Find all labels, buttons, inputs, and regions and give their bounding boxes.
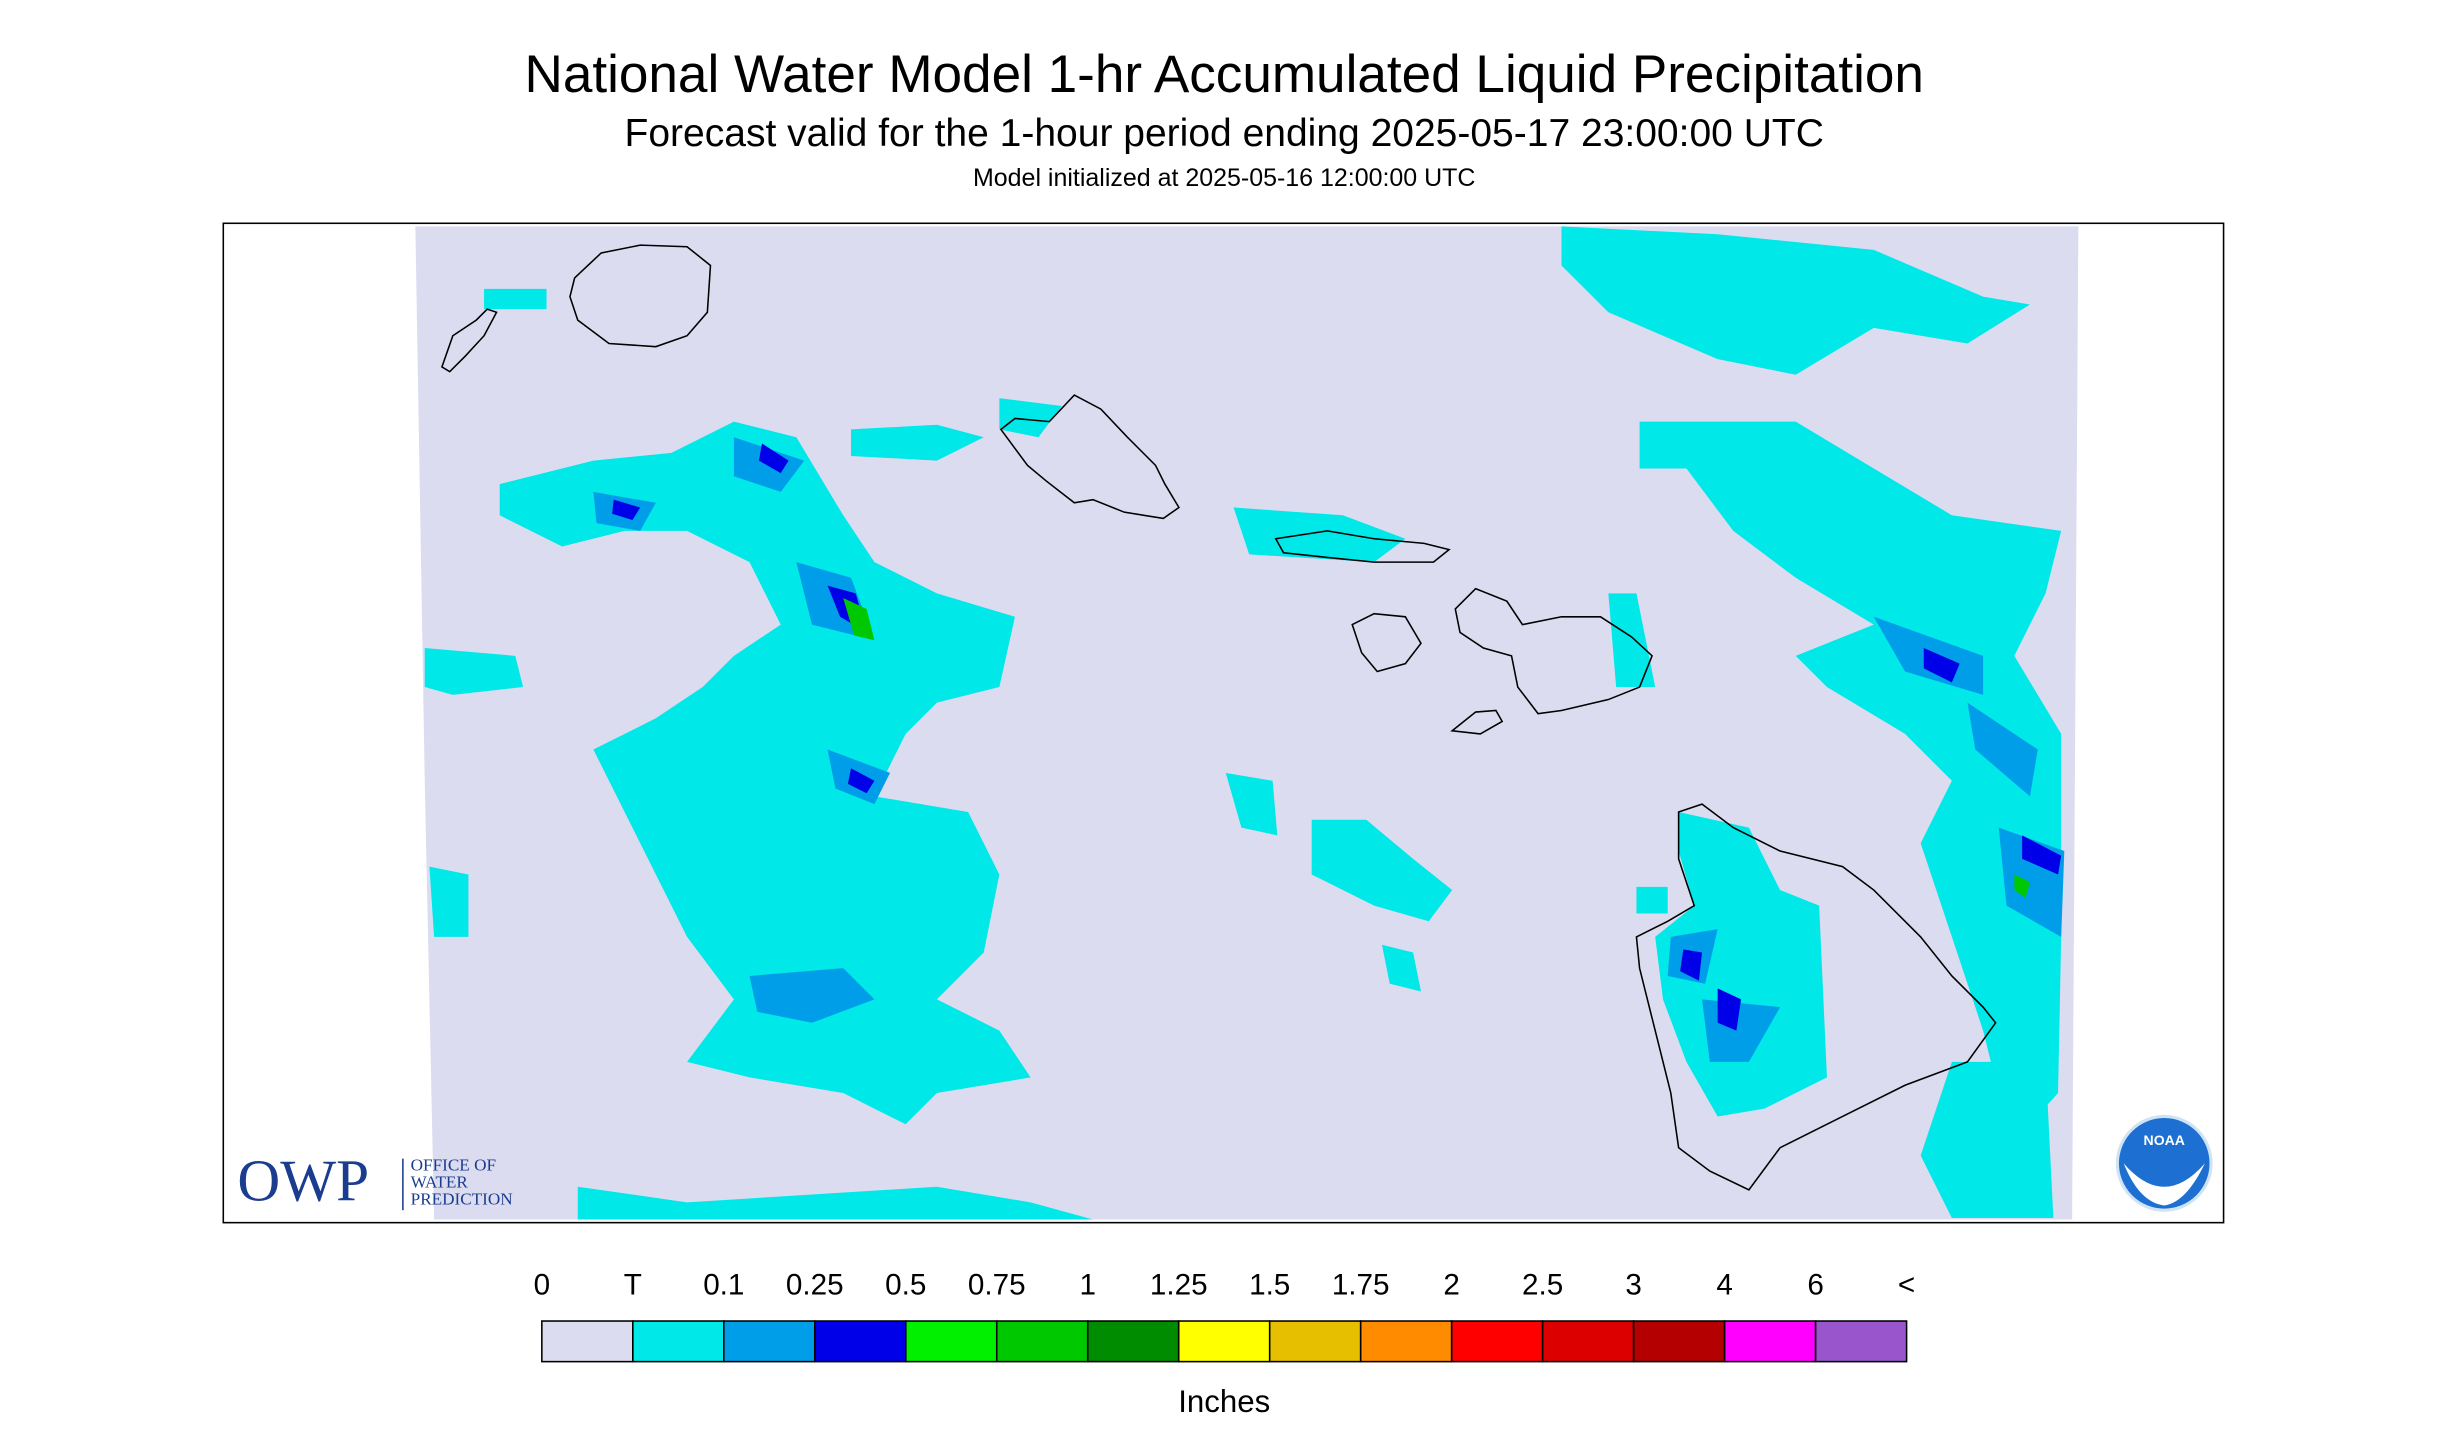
legend-label: 0.5 [885,1269,926,1302]
legend-swatch [904,1320,998,1363]
legend-label: 0.1 [703,1269,744,1302]
legend-label: 3 [1625,1269,1642,1302]
legend: 0 T 0.1 0.25 0.5 0.75 1 1.25 1.5 1.75 2 2.5 3 4 6 < [534,1269,1915,1363]
legend-swatch [1723,1320,1817,1363]
legend-label: 1.75 [1332,1269,1390,1302]
noaa-logo: NOAA [2115,1114,2213,1212]
legend-swatch [995,1320,1089,1363]
legend-swatch [1177,1320,1271,1363]
legend-label: 6 [1807,1269,1824,1302]
legend-swatch [1359,1320,1453,1363]
subtitle: Forecast valid for the 1-hour period end… [625,112,1824,155]
owp-text: OWP [237,1147,369,1213]
legend-label: T [624,1269,642,1302]
owp-logo: OWP OFFICE OF WATER PREDICTION [237,1147,512,1213]
noaa-text: NOAA [2144,1132,2185,1148]
legend-swatch [723,1320,816,1363]
legend-swatch [1814,1320,1908,1363]
legend-swatch [541,1320,634,1363]
legend-label: 1.5 [1249,1269,1290,1302]
title: National Water Model 1-hr Accumulated Li… [525,45,1924,104]
owp-line: WATER [411,1173,469,1192]
content: National Water Model 1-hr Accumulated Li… [222,45,2225,1419]
legend-label: 0.25 [786,1269,844,1302]
legend-label: 4 [1716,1269,1733,1302]
legend-label: 0 [534,1269,551,1302]
legend-swatch [632,1320,725,1363]
precip [424,226,2065,1220]
legend-label: 2 [1443,1269,1460,1302]
owp-line: OFFICE OF [411,1155,496,1174]
init-time: Model initialized at 2025-05-16 12:00:00… [973,164,1475,192]
legend-swatch [1632,1320,1726,1363]
legend-swatch [1450,1320,1544,1363]
legend-swatch [1541,1320,1635,1363]
noaa-gull [2123,1163,2205,1206]
legend-swatch [1086,1320,1180,1363]
map: OWP OFFICE OF WATER PREDICTION NOAA [222,222,2225,1224]
legend-label: < [1898,1269,1915,1302]
legend-label: 1 [1079,1269,1096,1302]
islands [440,244,1997,1191]
legend-unit: Inches [1178,1384,1270,1419]
legend-swatch [1268,1320,1362,1363]
legend-label: 1.25 [1150,1269,1208,1302]
legend-label: 0.75 [968,1269,1026,1302]
legend-swatch [814,1320,907,1363]
owp-line: PREDICTION [411,1190,513,1209]
legend-label: 2.5 [1522,1269,1563,1302]
